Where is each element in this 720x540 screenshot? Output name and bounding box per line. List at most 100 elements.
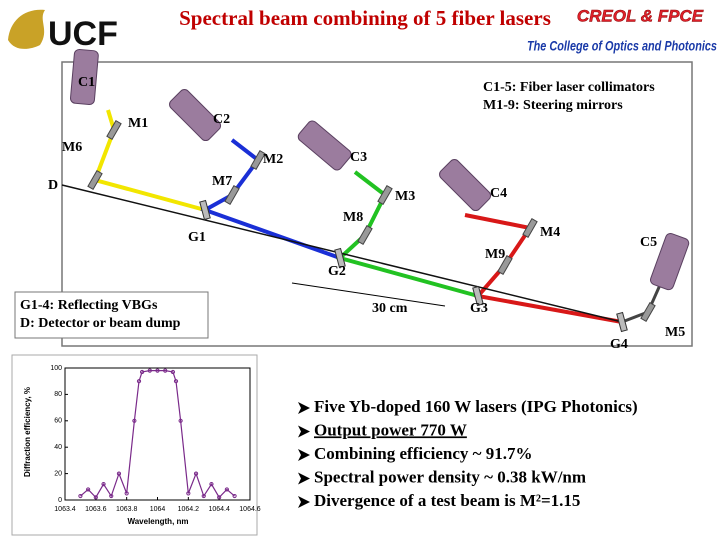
grating-label: G3 — [470, 301, 488, 316]
mirror-label: M6 — [62, 140, 82, 155]
collimator-label: C4 — [490, 186, 507, 201]
collimator — [69, 48, 99, 105]
mirror — [250, 150, 266, 170]
legend-top-line: M1-9: Steering mirrors — [483, 98, 623, 113]
bullet-arrow — [298, 449, 310, 461]
collimator-label: C3 — [350, 150, 367, 165]
data-point — [101, 482, 106, 487]
mirror-label: M4 — [540, 225, 560, 240]
collimator-body — [297, 120, 352, 171]
data-point — [217, 495, 222, 500]
bullet-text: Combining efficiency ~ 91.7% — [314, 444, 533, 463]
x-tick-label: 1063.4 — [54, 506, 76, 513]
scale-label: 30 cm — [372, 301, 408, 316]
bullet-text: Output power 770 W — [314, 420, 467, 439]
x-tick-label: 1063.6 — [85, 506, 107, 513]
legend-top-line: C1-5: Fiber laser collimators — [483, 80, 655, 95]
y-tick-label: 80 — [54, 391, 62, 398]
data-point — [170, 369, 176, 375]
data-point — [116, 471, 122, 476]
bullet-arrow — [298, 425, 310, 438]
collimator-label: C2 — [213, 112, 230, 127]
data-point — [186, 491, 191, 496]
y-tick-label: 100 — [50, 365, 62, 372]
data-point — [155, 368, 160, 373]
inset-y-label: Diffraction efficiency, % — [23, 387, 32, 477]
mirror — [224, 185, 240, 205]
mirror-label: M9 — [485, 247, 505, 262]
data-point — [224, 487, 229, 492]
bullet-text: Spectral power density ~ 0.38 kW/nm — [314, 467, 586, 486]
org-name: CREOL & FPCE — [577, 6, 704, 25]
collimator-label: C5 — [640, 235, 657, 250]
legend-box — [14, 291, 209, 339]
legend-bottom-line: G1-4: Reflecting VBGs — [20, 298, 158, 313]
grating-label: G2 — [328, 264, 346, 279]
data-point — [178, 418, 183, 423]
collimator-label: C1 — [78, 75, 95, 90]
collimator-body — [650, 233, 690, 291]
data-point — [109, 493, 114, 499]
x-tick-label: 1063.8 — [116, 506, 138, 513]
mirror — [357, 225, 373, 245]
data-point — [86, 487, 91, 492]
data-point — [201, 493, 206, 499]
logo-text: UCF — [48, 15, 118, 53]
collimator-body — [69, 48, 99, 105]
bullet-text: Five Yb-doped 160 W lasers (IPG Photonic… — [314, 397, 638, 416]
grating-label: G1 — [188, 230, 206, 245]
mirror-label: M2 — [263, 152, 283, 167]
grating — [199, 199, 211, 221]
data-point — [147, 368, 152, 373]
bullet-arrow — [298, 402, 310, 414]
slide-title: Spectral beam combining of 5 fiber laser… — [179, 6, 551, 30]
mirror — [377, 185, 393, 205]
collimator-body — [169, 89, 222, 142]
mirror — [522, 218, 538, 238]
mirror-label: M3 — [395, 189, 415, 204]
y-tick-label: 0 — [58, 497, 62, 504]
mirror-label: M1 — [128, 116, 148, 131]
data-point — [173, 379, 179, 384]
y-tick-label: 60 — [54, 418, 62, 425]
grating-label: G4 — [610, 337, 628, 352]
efficiency-curve — [80, 370, 235, 499]
collimator — [439, 159, 492, 212]
collimator — [650, 233, 690, 291]
detector-label: D — [48, 178, 58, 193]
grating — [616, 311, 628, 333]
collimator-body — [439, 159, 492, 212]
legend-bottom-line: D: Detector or beam dump — [20, 316, 181, 331]
x-tick-label: 1064.2 — [178, 506, 200, 513]
data-point — [136, 379, 142, 384]
logo-mark — [8, 9, 45, 49]
beam-yellow — [92, 109, 206, 212]
data-point — [132, 418, 137, 423]
mirror-label: M5 — [665, 325, 685, 340]
collimator — [297, 120, 352, 171]
scale-bar — [291, 282, 446, 307]
inset-x-label: Wavelength, nm — [127, 517, 188, 526]
bullet-text: Divergence of a test beam is M²=1.15 — [314, 491, 580, 510]
grating — [472, 285, 484, 307]
data-point — [209, 482, 214, 487]
mirror — [87, 170, 103, 190]
data-point — [193, 471, 199, 476]
grating — [334, 247, 346, 269]
x-tick-label: 1064 — [150, 506, 166, 513]
bullet-arrow — [298, 496, 310, 508]
data-point — [163, 368, 168, 373]
mirror — [640, 302, 656, 322]
mirror-label: M8 — [343, 210, 363, 225]
y-tick-label: 20 — [54, 470, 62, 477]
college-name: The College of Optics and Photonics — [527, 38, 717, 54]
data-point — [78, 493, 83, 499]
data-point — [139, 369, 145, 375]
x-tick-label: 1064.4 — [208, 506, 230, 513]
data-point — [124, 491, 129, 496]
collimator — [169, 89, 222, 142]
mirror-label: M7 — [212, 174, 232, 189]
x-tick-label: 1064.6 — [239, 506, 261, 513]
